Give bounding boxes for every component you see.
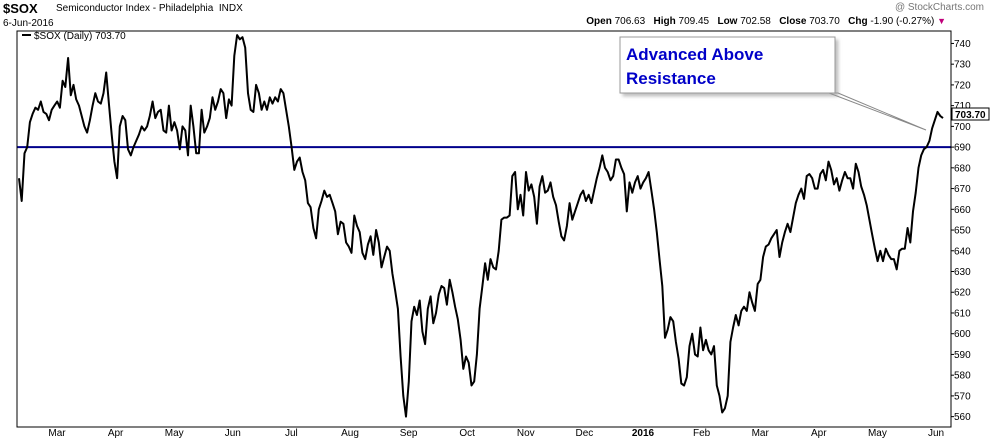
y-tick-label: 640 bbox=[954, 246, 971, 257]
plot-frame bbox=[16, 30, 952, 428]
last-price-tag: 703.70 bbox=[951, 107, 990, 121]
x-tick-label: Feb bbox=[693, 428, 711, 438]
y-tick-label: 610 bbox=[954, 308, 971, 319]
y-tick-label: 620 bbox=[954, 288, 971, 299]
y-tick-label: 700 bbox=[954, 122, 971, 133]
y-tick-label: 560 bbox=[954, 412, 971, 423]
down-arrow-icon: ▼ bbox=[937, 16, 946, 26]
x-tick-label: Mar bbox=[48, 428, 66, 438]
low-value: 702.58 bbox=[740, 16, 771, 27]
annotation-callout: Advanced Above Resistance bbox=[619, 36, 927, 131]
y-tick-label: 730 bbox=[954, 60, 971, 71]
x-tick-label: Jun bbox=[225, 428, 241, 438]
x-tick-label: May bbox=[165, 428, 184, 438]
y-tick-label: 630 bbox=[954, 267, 971, 278]
y-tick-label: 570 bbox=[954, 391, 971, 402]
y-tick-label: 600 bbox=[954, 329, 971, 340]
y-tick-label: 580 bbox=[954, 371, 971, 382]
open-label: Open bbox=[586, 16, 612, 27]
legend-label: $SOX (Daily) 703.70 bbox=[34, 31, 126, 42]
y-tick-label: 660 bbox=[954, 205, 971, 216]
close-label: Close bbox=[779, 16, 807, 27]
x-tick-label: Apr bbox=[811, 428, 827, 438]
x-tick-label: Jul bbox=[285, 428, 298, 438]
open-value: 706.63 bbox=[614, 16, 646, 27]
high-label: High bbox=[653, 16, 676, 27]
symbol-title: $SOX bbox=[3, 1, 38, 16]
x-tick-label: Sep bbox=[400, 428, 418, 438]
index-name: Semiconductor Index - Philadelphia INDX bbox=[56, 3, 243, 14]
x-tick-label: Dec bbox=[576, 428, 594, 438]
stockcharts-watermark: @ StockCharts.com bbox=[894, 2, 984, 13]
chg-label: Chg bbox=[848, 16, 868, 27]
x-tick-label: Aug bbox=[341, 428, 359, 438]
chart-date: 6-Jun-2016 bbox=[3, 18, 54, 29]
x-tick-label: Nov bbox=[517, 428, 535, 438]
y-tick-label: 590 bbox=[954, 350, 971, 361]
low-label: Low bbox=[717, 16, 738, 27]
x-tick-label: Jun bbox=[928, 428, 944, 438]
x-tick-label: Apr bbox=[108, 428, 124, 438]
last-price-value: 703.70 bbox=[955, 110, 986, 121]
close-value: 703.70 bbox=[809, 16, 840, 27]
index-fullname: Semiconductor Index - Philadelphia bbox=[56, 3, 214, 14]
x-tick-label: Oct bbox=[459, 428, 475, 438]
legend: $SOX (Daily) 703.70 bbox=[22, 31, 126, 42]
y-tick-label: 740 bbox=[954, 39, 971, 50]
exchange-label: INDX bbox=[218, 3, 243, 14]
annotation-line-2: Resistance bbox=[626, 69, 716, 88]
y-tick-label: 690 bbox=[954, 143, 971, 154]
price-series-line bbox=[18, 34, 944, 418]
ohlc-readout: Open 706.63 High 709.45 Low 702.58 Close… bbox=[586, 16, 946, 27]
y-tick-label: 670 bbox=[954, 184, 971, 195]
y-tick-label: 680 bbox=[954, 163, 971, 174]
y-tick-label: 650 bbox=[954, 226, 971, 237]
high-value: 709.45 bbox=[678, 16, 710, 27]
x-tick-label: Mar bbox=[752, 428, 770, 438]
y-tick-label: 720 bbox=[954, 80, 971, 91]
annotation-line-1: Advanced Above bbox=[626, 45, 763, 64]
y-tick-label: 710 bbox=[954, 101, 971, 112]
x-tick-label: 2016 bbox=[632, 428, 655, 438]
x-tick-label: May bbox=[868, 428, 887, 438]
chg-value: -1.90 (-0.27%) bbox=[870, 16, 935, 27]
